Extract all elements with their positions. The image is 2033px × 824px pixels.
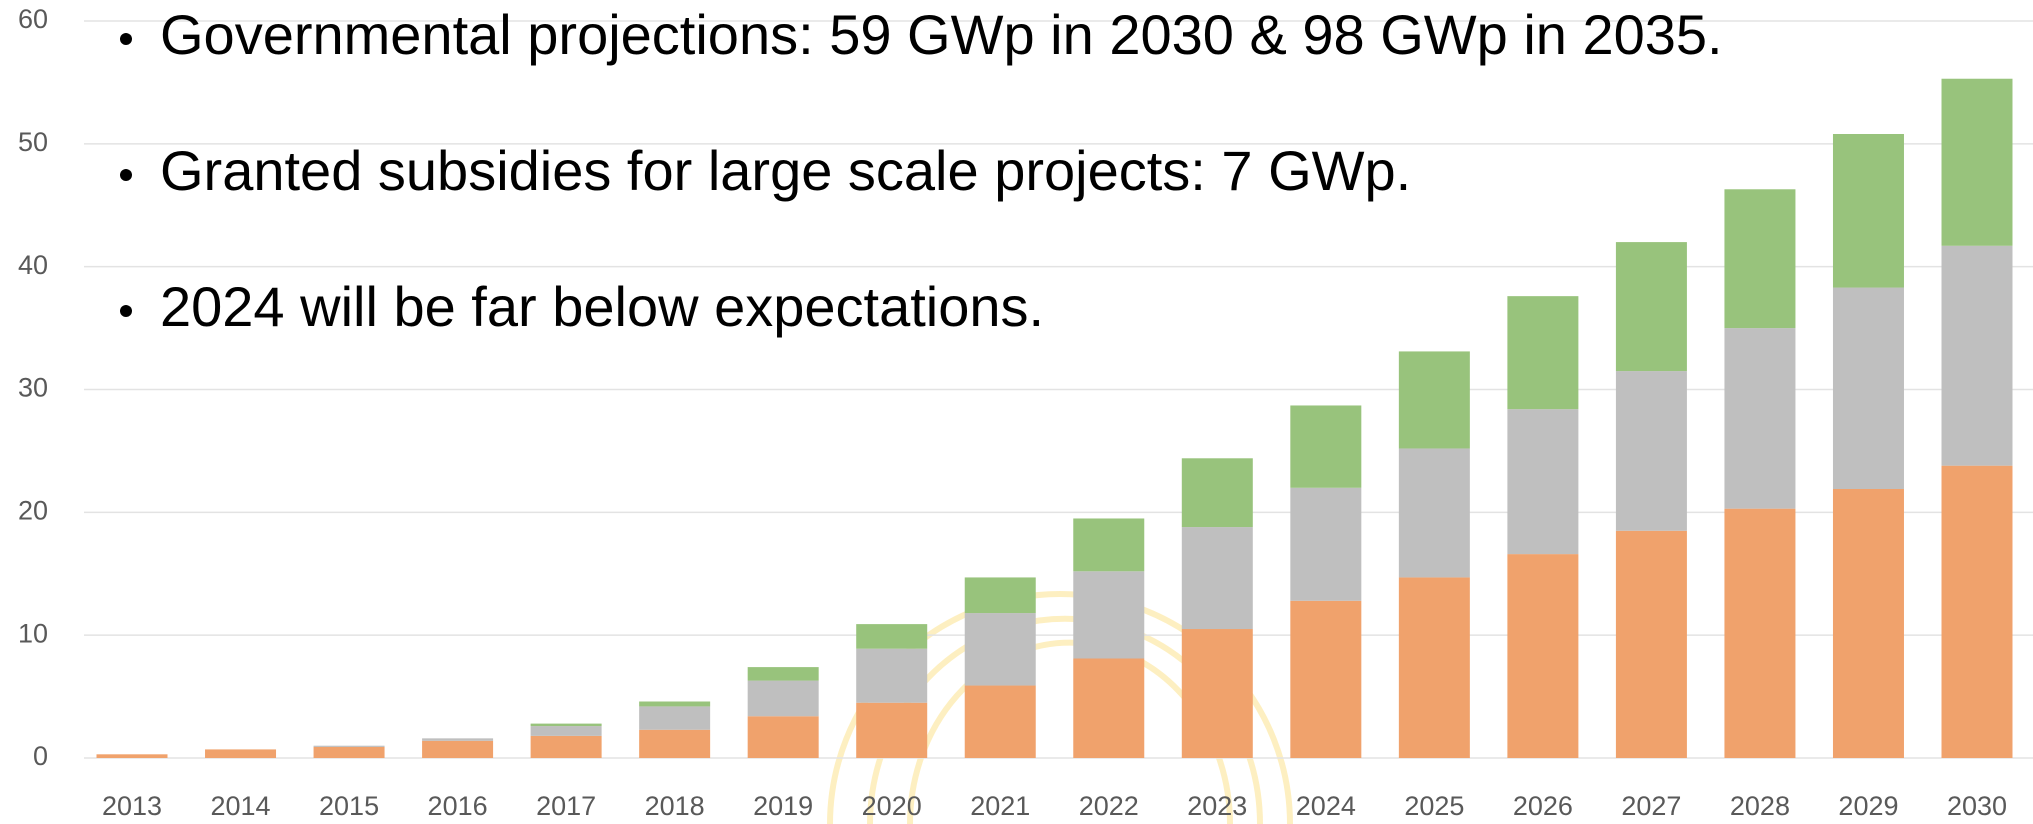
bar-segment — [964, 685, 1036, 758]
bar-segment — [1507, 409, 1579, 555]
x-tick-label: 2017 — [536, 791, 596, 821]
bar-segment — [639, 729, 711, 758]
bar-segment — [1832, 134, 1904, 288]
y-tick-label: 40 — [18, 250, 48, 280]
bar-segment — [530, 723, 602, 727]
bar-segment — [1724, 189, 1796, 329]
y-tick-label: 10 — [18, 618, 48, 648]
bar-segment — [964, 577, 1036, 614]
bar-segment — [1615, 530, 1687, 758]
x-tick-label: 2021 — [970, 791, 1030, 821]
y-tick-label: 20 — [18, 495, 48, 525]
bar-segment — [747, 716, 819, 758]
bar-segment — [1398, 448, 1470, 578]
bar-segment — [964, 613, 1036, 686]
bar-segment — [1181, 629, 1253, 758]
bar-segment — [639, 701, 711, 707]
bar-segment — [1507, 296, 1579, 410]
bar-segment — [313, 745, 385, 747]
bar-segment — [313, 746, 385, 758]
bar-segment — [856, 648, 928, 703]
bar-segment — [1832, 287, 1904, 489]
annotation: Governmental projections: 59 GWp in 2030… — [160, 3, 1723, 66]
annotation: 2024 will be far below expectations. — [160, 275, 1044, 338]
bar-segment — [1615, 242, 1687, 372]
x-tick-label: 2014 — [210, 791, 270, 821]
bullet — [120, 33, 132, 45]
bar-segment — [1507, 554, 1579, 758]
bar-segment — [530, 726, 602, 736]
bar-segment — [1181, 527, 1253, 630]
x-tick-label: 2018 — [645, 791, 705, 821]
bar-segment — [422, 740, 494, 758]
y-tick-label: 60 — [18, 4, 48, 34]
x-tick-label: 2022 — [1079, 791, 1139, 821]
bar-segment — [96, 754, 168, 758]
bar-segment — [1290, 487, 1362, 601]
x-tick-label: 2026 — [1513, 791, 1573, 821]
bar-segment — [205, 749, 277, 758]
y-tick-label: 0 — [33, 741, 48, 771]
x-tick-label: 2028 — [1730, 791, 1790, 821]
bar-segment — [1181, 458, 1253, 528]
bar-segment — [1290, 405, 1362, 488]
bar-segment — [1941, 78, 2013, 246]
bar-segment — [530, 735, 602, 758]
bar-segment — [1398, 577, 1470, 758]
annotation: Granted subsidies for large scale projec… — [160, 139, 1411, 202]
x-tick-label: 2030 — [1947, 791, 2007, 821]
bar-segment — [856, 702, 928, 758]
x-tick-label: 2023 — [1187, 791, 1247, 821]
bullet — [120, 169, 132, 181]
y-tick-label: 30 — [18, 373, 48, 403]
x-tick-label: 2024 — [1296, 791, 1356, 821]
y-tick-label: 50 — [18, 127, 48, 157]
x-tick-label: 2013 — [102, 791, 162, 821]
bar-segment — [639, 706, 711, 730]
bar-segment — [856, 624, 928, 649]
x-tick-label: 2025 — [1404, 791, 1464, 821]
x-tick-label: 2016 — [428, 791, 488, 821]
bar-segment — [422, 738, 494, 741]
x-tick-label: 2029 — [1838, 791, 1898, 821]
x-tick-label: 2019 — [753, 791, 813, 821]
bar-segment — [1615, 371, 1687, 531]
x-tick-label: 2015 — [319, 791, 379, 821]
x-tick-label: 2027 — [1621, 791, 1681, 821]
bar-segment — [747, 667, 819, 681]
bar-segment — [1398, 351, 1470, 449]
bar-segment — [1832, 488, 1904, 758]
x-tick-label: 2020 — [862, 791, 922, 821]
bar-segment — [1073, 571, 1145, 659]
bar-segment — [1073, 658, 1145, 758]
bar-segment — [1073, 518, 1145, 572]
bar-segment — [1724, 328, 1796, 509]
bullet — [120, 305, 132, 317]
bar-segment — [1724, 508, 1796, 758]
bar-segment — [1941, 245, 2013, 466]
bar-segment — [1941, 465, 2013, 758]
bar-segment — [1290, 600, 1362, 758]
bar-segment — [747, 680, 819, 717]
